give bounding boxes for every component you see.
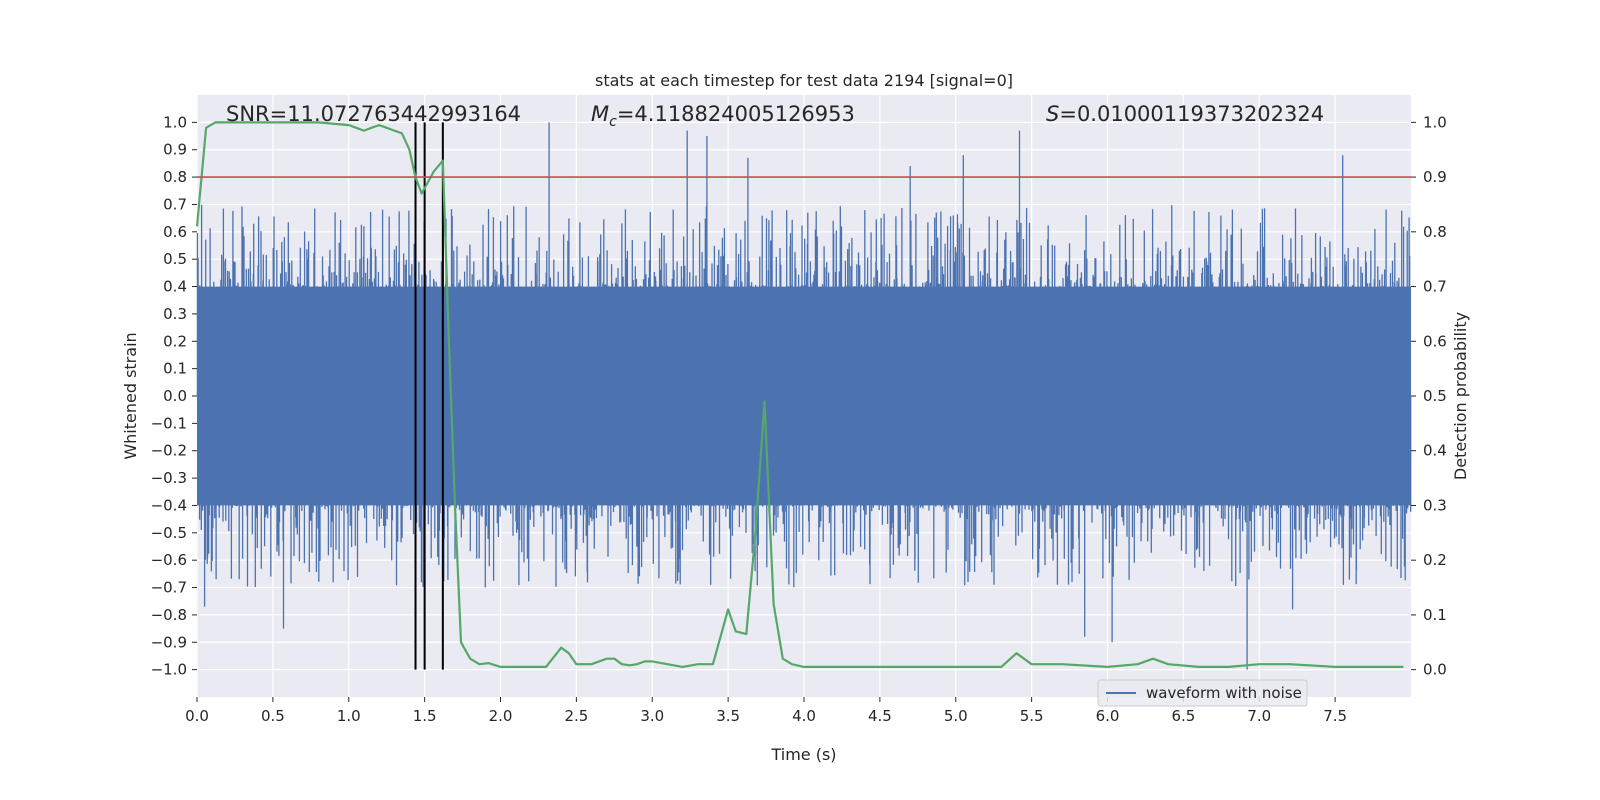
y-tick-label: −0.3 [151,469,187,487]
y-tick-label: −0.1 [151,414,187,432]
y-axis-label: Whitened strain [121,332,140,459]
y2-tick-label: 0.5 [1423,387,1447,405]
axes: 0.0 0.5 1.0 1.5 2.0 2.5 3.0 3.5 4.0 4.5 5.0 5.5 6.0 6… [151,113,1447,725]
x-tick-label: 5.0 [944,707,968,725]
y2-tick-label: 0.9 [1423,168,1447,186]
y-tick-label: 0.1 [163,360,187,378]
chart-title: stats at each timestep for test data 219… [595,71,1013,90]
waveform-with-noise-series [196,122,1412,670]
x-axis-label: Time (s) [770,745,836,764]
legend-label: waveform with noise [1146,684,1302,702]
x-tick-label: 2.5 [564,707,588,725]
x-tick-label: 7.0 [1247,707,1271,725]
y-tick-label: 0.7 [163,195,187,213]
y-tick-label: −0.6 [151,551,187,569]
x-tick-label: 3.0 [640,707,664,725]
y2-tick-label: 0.4 [1423,442,1447,460]
x-tick-label: 0.0 [185,707,209,725]
legend: waveform with noise [1097,679,1308,707]
y-tick-label: −1.0 [151,661,187,679]
y-tick-label: 0.5 [163,250,187,268]
chirp-mass-value: =4.118824005126953 [617,102,855,126]
y2-tick-label: 0.3 [1423,496,1447,514]
y-tick-label: −0.8 [151,606,187,624]
y-tick-label: 0.2 [163,332,187,350]
chirp-mass-subscript: c [609,114,617,130]
y-tick-label: −0.5 [151,524,187,542]
y-tick-label: −0.4 [151,496,187,514]
x-tick-label: 4.0 [792,707,816,725]
x-tick-label: 0.5 [261,707,285,725]
y-tick-label: −0.9 [151,633,187,651]
s-value: =0.01000119373202324 [1059,102,1324,126]
s-symbol: S [1046,102,1059,126]
y-tick-label: −0.7 [151,579,187,597]
legend-box [1097,679,1308,707]
y2-tick-label: 0.0 [1423,661,1447,679]
y-tick-label: 1.0 [163,113,187,131]
y-tick-label: 0.4 [163,278,187,296]
y-tick-label: 0.0 [163,387,187,405]
x-tick-label: 4.5 [868,707,892,725]
detection-probability-line [195,121,1404,669]
s-statistic-annotation: S=0.01000119373202324 [1046,102,1324,126]
y-tick-label: 0.9 [163,141,187,159]
y-tick-label: −0.2 [151,442,187,460]
chirp-mass-annotation: Mc=4.118824005126953 [591,102,855,130]
y2-tick-label: 0.6 [1423,332,1447,350]
y2-tick-label: 0.7 [1423,278,1447,296]
x-tick-label: 7.5 [1323,707,1347,725]
y2-tick-label: 0.2 [1423,551,1447,569]
waveform-spikes [196,122,1412,670]
x-tick-label: 5.5 [1020,707,1044,725]
snr-annotation: SNR=11.072763442993164 [226,102,521,126]
y-tick-label: 0.6 [163,223,187,241]
event-markers [414,122,444,670]
x-tick-label: 1.0 [337,707,361,725]
x-tick-label: 6.0 [1096,707,1120,725]
x-tick-label: 6.5 [1171,707,1195,725]
y-tick-label: 0.8 [163,168,187,186]
chirp-mass-symbol: M [591,102,609,126]
x-tick-label: 1.5 [413,707,437,725]
y-tick-label: 0.3 [163,305,187,323]
y2-tick-label: 0.1 [1423,606,1447,624]
y2-axis-label: Detection probability [1451,312,1470,480]
x-tick-label: 3.5 [716,707,740,725]
x-tick-label: 2.0 [489,707,513,725]
detection-probability-series [195,121,1404,669]
y2-tick-label: 0.8 [1423,223,1447,241]
y2-tick-label: 1.0 [1423,113,1447,131]
